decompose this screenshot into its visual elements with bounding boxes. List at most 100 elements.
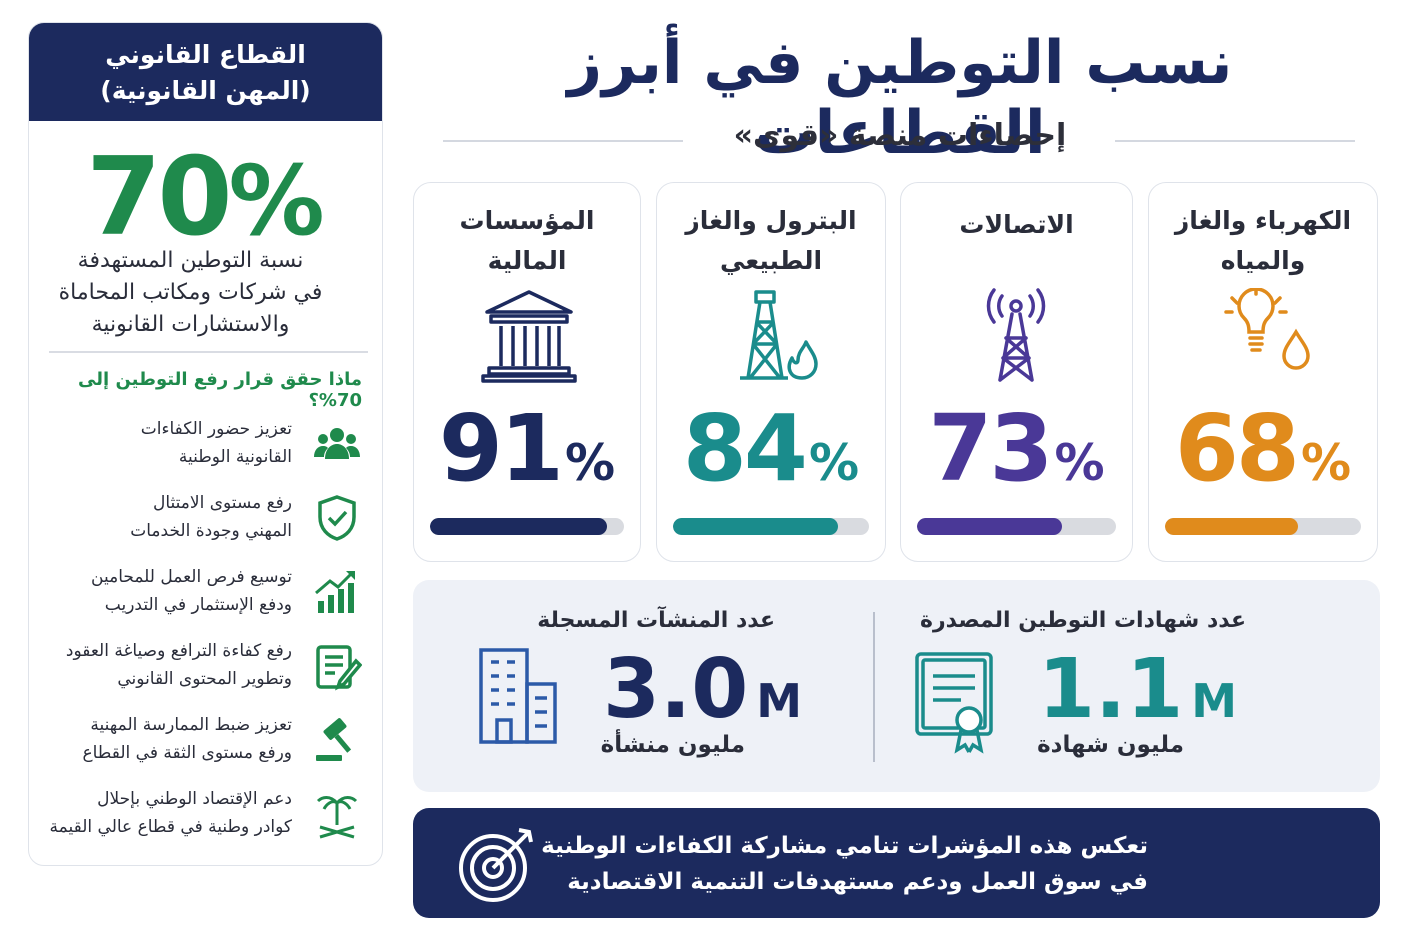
item-text: دعم الإقتصاد الوطني بإحلال كوادر وطنية في… (50, 785, 292, 841)
progress-bar (673, 518, 838, 535)
progress-track (673, 518, 869, 535)
divider (1115, 140, 1355, 142)
stat-number: 1.1 (1038, 642, 1184, 737)
progress-track (1165, 518, 1361, 535)
icon (316, 645, 362, 691)
text: والمياه (1220, 246, 1306, 275)
text: الاتصالات (959, 210, 1074, 239)
building-icon (479, 648, 557, 744)
icon (315, 571, 355, 613)
stat-caption: مليون شهادة (1037, 732, 1184, 758)
divider (49, 351, 368, 353)
sector-name: الاتصالات (901, 205, 1132, 245)
text: الطبيعي (719, 246, 823, 275)
value-unit: % (1300, 434, 1352, 492)
stat-caption: مليون منشأة (600, 732, 745, 758)
footer-banner: تعكس هذه المؤشرات تنامي مشاركة الكفاءات … (413, 808, 1380, 918)
text: المؤسسات (459, 206, 595, 235)
stat-suffix: M (1191, 674, 1238, 728)
icon (740, 290, 818, 380)
text: المالية (487, 246, 567, 275)
subtitle: إحصاءات منصة «قوى» (733, 118, 1067, 153)
stat-value: 1.1 M (1038, 642, 1237, 737)
text: في سوق العمل ودعم مستهدفات التنمية الاقت… (567, 869, 1148, 895)
stat-label: عدد المنشآت المسجلة (537, 608, 775, 633)
icon (316, 796, 358, 839)
value-unit: % (808, 434, 860, 492)
sector-name: المؤسسات المالية (414, 201, 640, 281)
sector-value: 73% (901, 395, 1132, 502)
benefit-item: توسيع فرص العمل للمحامين ودفع الإستثمار ف… (47, 563, 362, 627)
sector-name: الكهرباء والغاز والمياه (1149, 201, 1377, 281)
benefit-item: تعزيز حضور الكفاءات القانونية الوطنية (47, 415, 362, 479)
sector-card: البترول والغاز الطبيعي 84% (656, 182, 886, 562)
progress-bar (1165, 518, 1299, 535)
text: دعم الإقتصاد الوطني بإحلال (97, 789, 292, 809)
sidebar-value: 70% (29, 135, 382, 260)
text: توسيع فرص العمل للمحامين (91, 567, 292, 587)
value-unit: % (1054, 434, 1105, 492)
benefit-item: تعزيز ضبط الممارسة المهنية ورفع مستوى الث… (47, 711, 362, 775)
benefit-item: رفع كفاءة الترافع وصياغة العقود وتطوير ال… (47, 637, 362, 701)
item-text: رفع كفاءة الترافع وصياغة العقود وتطوير ال… (66, 637, 292, 693)
text: تعزيز حضور الكفاءات (140, 419, 292, 439)
text: القانونية الوطنية (178, 447, 292, 467)
text: نسبة التوطين المستهدفة (77, 248, 304, 273)
target-icon (459, 828, 533, 902)
text: والاستشارات القانونية (91, 312, 290, 337)
stat-value: 3.0 M (603, 642, 802, 737)
progress-track (430, 518, 624, 535)
progress-track (917, 518, 1116, 535)
sector-card: الاتصالات 73% (900, 182, 1133, 562)
text: رفع كفاءة الترافع وصياغة العقود (65, 641, 292, 661)
divider (873, 612, 875, 762)
progress-bar (430, 518, 607, 535)
benefit-item: رفع مستوى الامتثال المهني وجودة الخدمات (47, 489, 362, 553)
item-text: تعزيز ضبط الممارسة المهنية ورفع مستوى الث… (82, 711, 292, 767)
icon (316, 718, 352, 761)
icon (481, 290, 577, 383)
text: وتطوير المحتوى القانوني (117, 669, 292, 689)
sidebar-title: القطاع القانوني (المهن القانونية) (29, 23, 382, 121)
value-number: 70 (86, 135, 232, 260)
sector-name: البترول والغاز الطبيعي (657, 201, 885, 281)
value-number: 84 (682, 395, 808, 502)
sidebar-question: ماذا حقق قرار رفع التوطين إلى 70%؟ (78, 369, 362, 411)
stat-suffix: M (756, 674, 803, 728)
progress-bar (917, 518, 1063, 535)
icon (318, 495, 356, 541)
text: رفع مستوى الامتثال (153, 493, 292, 513)
sidebar-description: نسبة التوطين المستهدفة في شركات ومكاتب ال… (39, 245, 342, 341)
value-unit: % (564, 434, 616, 492)
benefit-item: دعم الإقتصاد الوطني بإحلال كوادر وطنية في… (47, 785, 362, 849)
text: ودفع الإستثمار في التدريب (104, 595, 292, 615)
text: كوادر وطنية في قطاع عالي القيمة (49, 817, 292, 837)
text: القطاع القانوني (105, 40, 306, 69)
value-number: 68 (1174, 395, 1300, 502)
sector-value: 68% (1149, 395, 1377, 502)
sector-value: 84% (657, 395, 885, 502)
sector-value: 91% (414, 395, 640, 502)
stat-label: عدد شهادات التوطين المصدرة (919, 608, 1246, 633)
item-text: تعزيز حضور الكفاءات القانونية الوطنية (141, 415, 292, 471)
icon (986, 288, 1046, 382)
text: تعكس هذه المؤشرات تنامي مشاركة الكفاءات … (541, 833, 1148, 859)
sector-card: الكهرباء والغاز والمياه 68% (1148, 182, 1378, 562)
text: في شركات ومكاتب المحاماة (58, 280, 323, 305)
text: ورفع مستوى الثقة في القطاع (82, 743, 292, 763)
stats-panel: عدد شهادات التوطين المصدرة 1.1 M مليون شه… (413, 580, 1380, 792)
value-number: 73 (928, 395, 1053, 502)
value-unit: % (228, 145, 325, 257)
stat-number: 3.0 (603, 642, 749, 737)
sidebar: القطاع القانوني (المهن القانونية) 70% نسب… (28, 22, 383, 866)
text: الكهرباء والغاز (1174, 206, 1352, 235)
value-number: 91 (438, 395, 564, 502)
certificate-icon (915, 652, 993, 754)
item-text: توسيع فرص العمل للمحامين ودفع الإستثمار ف… (91, 563, 292, 619)
icon (314, 428, 360, 459)
text: البترول والغاز (685, 206, 857, 235)
divider (443, 140, 683, 142)
footer-text: تعكس هذه المؤشرات تنامي مشاركة الكفاءات … (541, 828, 1148, 900)
text: (المهن القانونية) (100, 76, 311, 105)
